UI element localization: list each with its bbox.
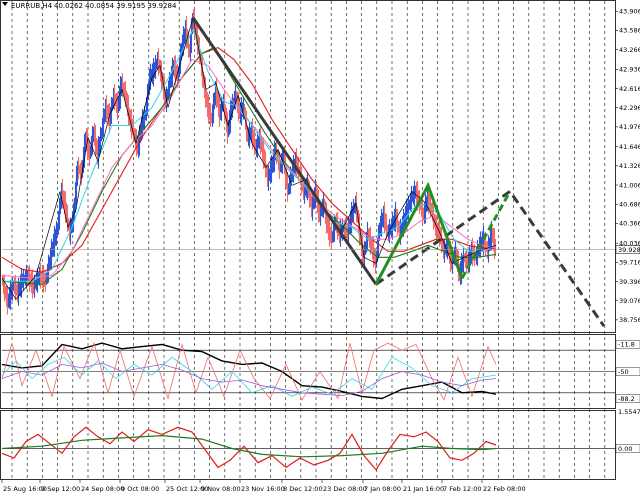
zigzag-thin-line — [1, 17, 497, 300]
price-tick-label: 41.9760 — [619, 123, 640, 131]
macd-tick-label: 0.00 — [618, 445, 632, 453]
macd-macd-slow-line — [1, 434, 497, 458]
time-axis: 25 Aug 16:009 Sep 12:00 24 Sep 08:009 Oct… — [1, 480, 526, 493]
zigzag-black-solid — [191, 16, 378, 286]
osc-osc-fast-b-line — [1, 356, 497, 397]
time-tick-label: 25 Oct 12:00 — [166, 485, 208, 493]
current-price-tag — [615, 245, 640, 254]
time-tick-label: 9 Nov 08:00 — [201, 485, 241, 493]
price-tick-label: 40.0360 — [619, 239, 640, 247]
symbol-label: EURRUB,H4 — [11, 2, 53, 10]
main-panel-frame — [0, 0, 616, 333]
ma-medium-line — [1, 58, 497, 279]
time-tick-label: 8 Dec 12:00 — [283, 485, 323, 493]
time-tick-label: 9 Oct 08:00 — [121, 485, 159, 493]
macd-macd-fast-line — [1, 426, 497, 471]
price-tick-label: 43.5860 — [619, 27, 640, 35]
price-tick-label: 43.2660 — [619, 46, 640, 54]
time-tick-label: 23 Dec 08:00 — [323, 485, 367, 493]
grid — [11, 1, 606, 479]
time-tick-label: 25 Aug 16:00 — [3, 485, 47, 493]
price-tick-label: 42.6160 — [619, 85, 640, 93]
price-tick-label: 41.6460 — [619, 143, 640, 151]
ma-slowest-line — [1, 46, 496, 273]
osc-tick-box — [615, 367, 640, 376]
symbol-dropdown-icon[interactable] — [2, 2, 8, 6]
macd-tick-label: 1.554720 — [618, 408, 640, 416]
main-plot — [1, 9, 615, 328]
oscillator-plot — [1, 341, 615, 401]
macd-plot — [1, 426, 615, 471]
price-tick-label: 39.0760 — [619, 297, 640, 305]
time-tick-label: 7 Jan 08:00 — [364, 485, 401, 493]
chart-header: EURRUB,H4 40.0262 40.0854 39.9195 39.928… — [2, 2, 177, 10]
ohlc-readout: 40.0262 40.0854 39.9195 39.9284 — [54, 2, 177, 10]
macd-panel-frame — [0, 410, 616, 480]
osc-tick-box — [615, 394, 640, 403]
time-tick-label: 22 Feb 08:00 — [483, 485, 526, 493]
time-tick-label: 9 Sep 12:00 — [41, 485, 80, 493]
osc-osc-fast-c-line — [1, 362, 497, 397]
osc-tick-box — [615, 340, 640, 349]
current-price-label: 39.9284 — [618, 246, 640, 254]
macd-zero-box — [615, 444, 640, 453]
zigzag-green-dashed — [460, 190, 512, 280]
osc-tick-label: -11.8 — [618, 341, 635, 349]
osc-tick-label: -50 — [618, 368, 629, 376]
price-tick-label: 42.2960 — [619, 104, 640, 112]
price-axis: 43.9060 43.5860 43.2660 42.9360 42.6160 42.29… — [615, 8, 640, 453]
osc-osc-slow-line — [1, 342, 497, 400]
time-tick-label: 7 Feb 12:00 — [443, 485, 482, 493]
price-tick-label: 39.7160 — [619, 259, 640, 267]
price-tick-label: 41.0060 — [619, 181, 640, 189]
price-tick-label: 40.6860 — [619, 200, 640, 208]
ma-slow-line — [1, 46, 497, 285]
osc-tick-label: -88.2 — [618, 395, 635, 403]
zigzag-black-dashed — [375, 189, 606, 328]
price-tick-label: 40.3660 — [619, 220, 640, 228]
zigzag-green-solid — [374, 181, 464, 285]
osc-osc-fast-a-line — [1, 341, 497, 401]
price-tick-label: 39.3960 — [619, 278, 640, 286]
time-tick-label: 21 Jan 16:00 — [403, 485, 444, 493]
oscillator-panel-frame — [0, 334, 616, 409]
price-tick-label: 42.9360 — [619, 66, 640, 74]
price-tick-label: 41.3260 — [619, 162, 640, 170]
time-tick-label: 23 Nov 16:00 — [241, 485, 285, 493]
price-tick-label: 38.7560 — [619, 316, 640, 324]
price-tick-label: 43.9060 — [619, 8, 640, 16]
time-tick-label: 24 Sep 08:00 — [81, 485, 124, 493]
